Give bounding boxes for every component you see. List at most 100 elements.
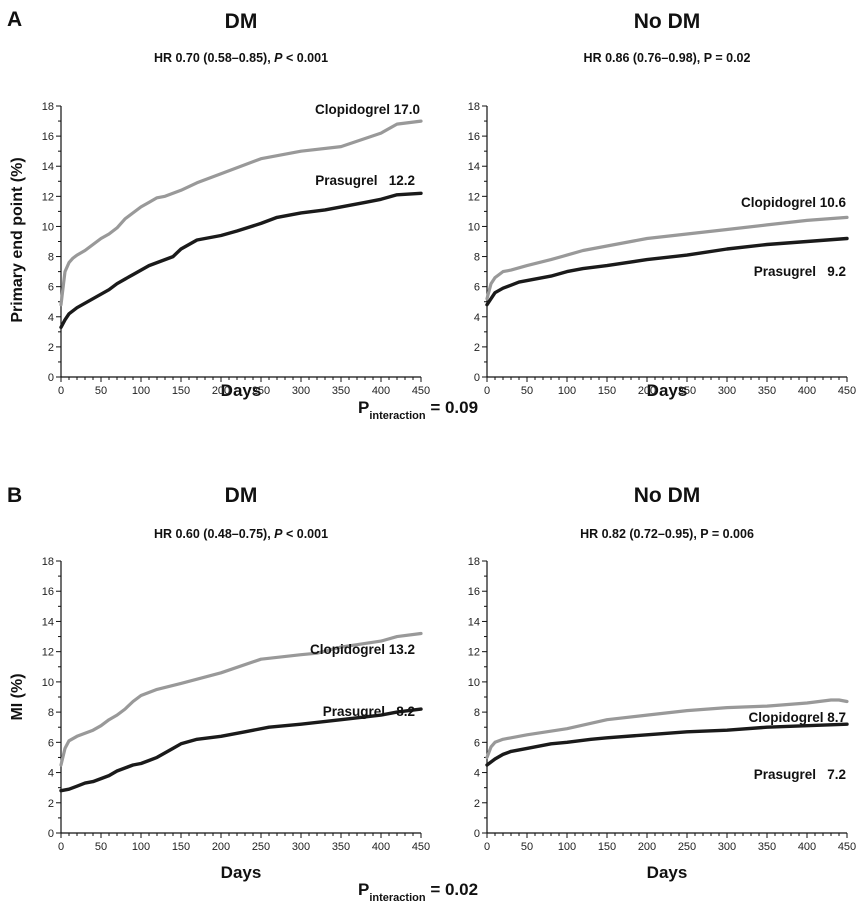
x-tick-label-a-nodm: 150 <box>598 385 616 397</box>
x-axis-label-b-nodm: Days <box>646 863 688 882</box>
x-tick-label-b-dm: 250 <box>252 841 270 853</box>
y-tick-label-b-dm: 8 <box>48 707 54 719</box>
y-tick-label-b-nodm: 16 <box>468 586 480 598</box>
p-interaction-a: Pinteraction = 0.09 <box>358 398 479 422</box>
x-tick-label-a-nodm: 300 <box>718 385 736 397</box>
y-tick-label-a-dm: 8 <box>48 252 54 264</box>
y-tick-label-b-dm: 16 <box>42 586 54 598</box>
x-tick-label-b-dm: 100 <box>132 841 150 853</box>
x-tick-label-b-dm: 0 <box>58 841 64 853</box>
y-tick-label-b-dm: 12 <box>42 647 54 659</box>
y-tick-label-a-dm: 0 <box>48 372 54 384</box>
y-tick-label-a-nodm: 4 <box>474 312 480 324</box>
chart-subtitle-a-nodm: HR 0.86 (0.76–0.98), P = 0.02 <box>583 51 751 65</box>
x-tick-label-a-nodm: 450 <box>838 385 856 397</box>
x-tick-label-a-dm: 0 <box>58 385 64 397</box>
y-tick-label-a-dm: 16 <box>42 131 54 143</box>
x-tick-label-b-nodm: 200 <box>638 841 656 853</box>
clopidogrel-line-a-nodm <box>485 215 849 301</box>
clopidogrel-label-b-nodm: Clopidogrel 8.7 <box>748 710 846 725</box>
prasugrel-label-a-nodm: Prasugrel 9.2 <box>754 264 846 279</box>
y-tick-label-a-dm: 4 <box>48 312 54 324</box>
panel-letter-a: A <box>7 8 23 31</box>
chart-subtitle-b-nodm: HR 0.82 (0.72–0.95), P = 0.006 <box>580 527 754 541</box>
y-tick-label-a-nodm: 14 <box>468 161 480 173</box>
chart-title-b-nodm: No DM <box>633 484 701 507</box>
clopidogrel-label-a-nodm: Clopidogrel 10.6 <box>741 195 847 210</box>
x-tick-label-b-dm: 200 <box>212 841 230 853</box>
x-tick-label-b-nodm: 150 <box>598 841 616 853</box>
y-tick-label-a-nodm: 8 <box>474 252 480 264</box>
y-tick-label-b-dm: 6 <box>48 737 54 749</box>
x-tick-label-b-dm: 300 <box>292 841 310 853</box>
y-tick-label-a-dm: 6 <box>48 282 54 294</box>
x-tick-label-a-nodm: 0 <box>484 385 490 397</box>
x-tick-label-a-dm: 300 <box>292 385 310 397</box>
x-tick-label-a-dm: 200 <box>212 385 230 397</box>
x-tick-label-b-nodm: 450 <box>838 841 856 853</box>
y-tick-label-a-nodm: 2 <box>474 342 480 354</box>
x-tick-label-b-nodm: 0 <box>484 841 490 853</box>
y-tick-label-a-dm: 10 <box>42 221 54 233</box>
y-tick-label-b-dm: 14 <box>42 616 54 628</box>
clopidogrel-label-a-dm: Clopidogrel 17.0 <box>315 102 420 117</box>
x-tick-label-b-nodm: 250 <box>678 841 696 853</box>
x-tick-label-a-nodm: 200 <box>638 385 656 397</box>
clopidogrel-label-b-dm: Clopidogrel 13.2 <box>310 642 415 657</box>
y-tick-label-a-nodm: 12 <box>468 191 480 203</box>
prasugrel-line-a-dm <box>59 191 423 329</box>
y-tick-label-a-dm: 18 <box>42 101 54 113</box>
y-tick-label-b-dm: 4 <box>48 768 54 780</box>
y-tick-label-a-nodm: 18 <box>468 101 480 113</box>
y-tick-label-a-nodm: 0 <box>474 372 480 384</box>
x-tick-label-b-nodm: 50 <box>521 841 533 853</box>
x-axis-label-b-dm: Days <box>220 863 262 882</box>
x-tick-label-b-dm: 450 <box>412 841 430 853</box>
x-tick-label-a-nodm: 350 <box>758 385 776 397</box>
y-tick-label-b-nodm: 4 <box>474 768 480 780</box>
prasugrel-line-a-nodm <box>485 236 849 307</box>
clopidogrel-line-b-nodm <box>485 698 849 760</box>
y-tick-label-b-nodm: 12 <box>468 647 480 659</box>
x-tick-label-a-nodm: 50 <box>521 385 533 397</box>
prasugrel-line-b-dm <box>59 707 423 793</box>
chart-title-b-dm: DM <box>224 484 258 507</box>
y-tick-label-b-dm: 2 <box>48 798 54 810</box>
y-tick-label-b-nodm: 8 <box>474 707 480 719</box>
chart-title-a-dm: DM <box>224 10 258 33</box>
x-tick-label-a-dm: 450 <box>412 385 430 397</box>
clopidogrel-line-b-dm <box>59 631 423 767</box>
y-tick-label-a-nodm: 16 <box>468 131 480 143</box>
x-tick-label-a-dm: 350 <box>332 385 350 397</box>
y-tick-label-b-nodm: 0 <box>474 828 480 840</box>
chart-title-a-nodm: No DM <box>633 10 701 33</box>
y-axis-label-b-dm: MI (%) <box>9 673 26 720</box>
y-tick-label-a-dm: 12 <box>42 191 54 203</box>
y-tick-label-b-dm: 18 <box>42 556 54 568</box>
y-tick-label-a-dm: 14 <box>42 161 54 173</box>
x-tick-label-a-dm: 150 <box>172 385 190 397</box>
clopidogrel-line-a-dm <box>59 119 423 307</box>
x-tick-label-a-nodm: 400 <box>798 385 816 397</box>
x-axis-label-a-dm: Days <box>220 381 262 400</box>
x-axis-label-a-nodm: Days <box>646 381 688 400</box>
y-tick-label-b-nodm: 2 <box>474 798 480 810</box>
panel-letter-b: B <box>7 484 23 507</box>
prasugrel-label-b-nodm: Prasugrel 7.2 <box>754 767 846 782</box>
y-tick-label-b-dm: 0 <box>48 828 54 840</box>
x-tick-label-b-dm: 50 <box>95 841 107 853</box>
x-tick-label-b-dm: 350 <box>332 841 350 853</box>
y-axis-label-a-dm: Primary end point (%) <box>9 157 26 322</box>
chart-subtitle-b-dm: HR 0.60 (0.48–0.75), P < 0.001 <box>153 527 329 541</box>
y-tick-label-b-nodm: 10 <box>468 677 480 689</box>
prasugrel-line-b-nodm <box>485 722 849 767</box>
x-tick-label-a-dm: 250 <box>252 385 270 397</box>
prasugrel-label-a-dm: Prasugrel 12.2 <box>315 173 415 188</box>
x-tick-label-a-nodm: 100 <box>558 385 576 397</box>
p-interaction-b: Pinteraction = 0.02 <box>358 880 479 904</box>
y-tick-label-a-nodm: 10 <box>468 221 480 233</box>
x-tick-label-b-nodm: 350 <box>758 841 776 853</box>
x-tick-label-a-dm: 400 <box>372 385 390 397</box>
y-tick-label-a-dm: 2 <box>48 342 54 354</box>
